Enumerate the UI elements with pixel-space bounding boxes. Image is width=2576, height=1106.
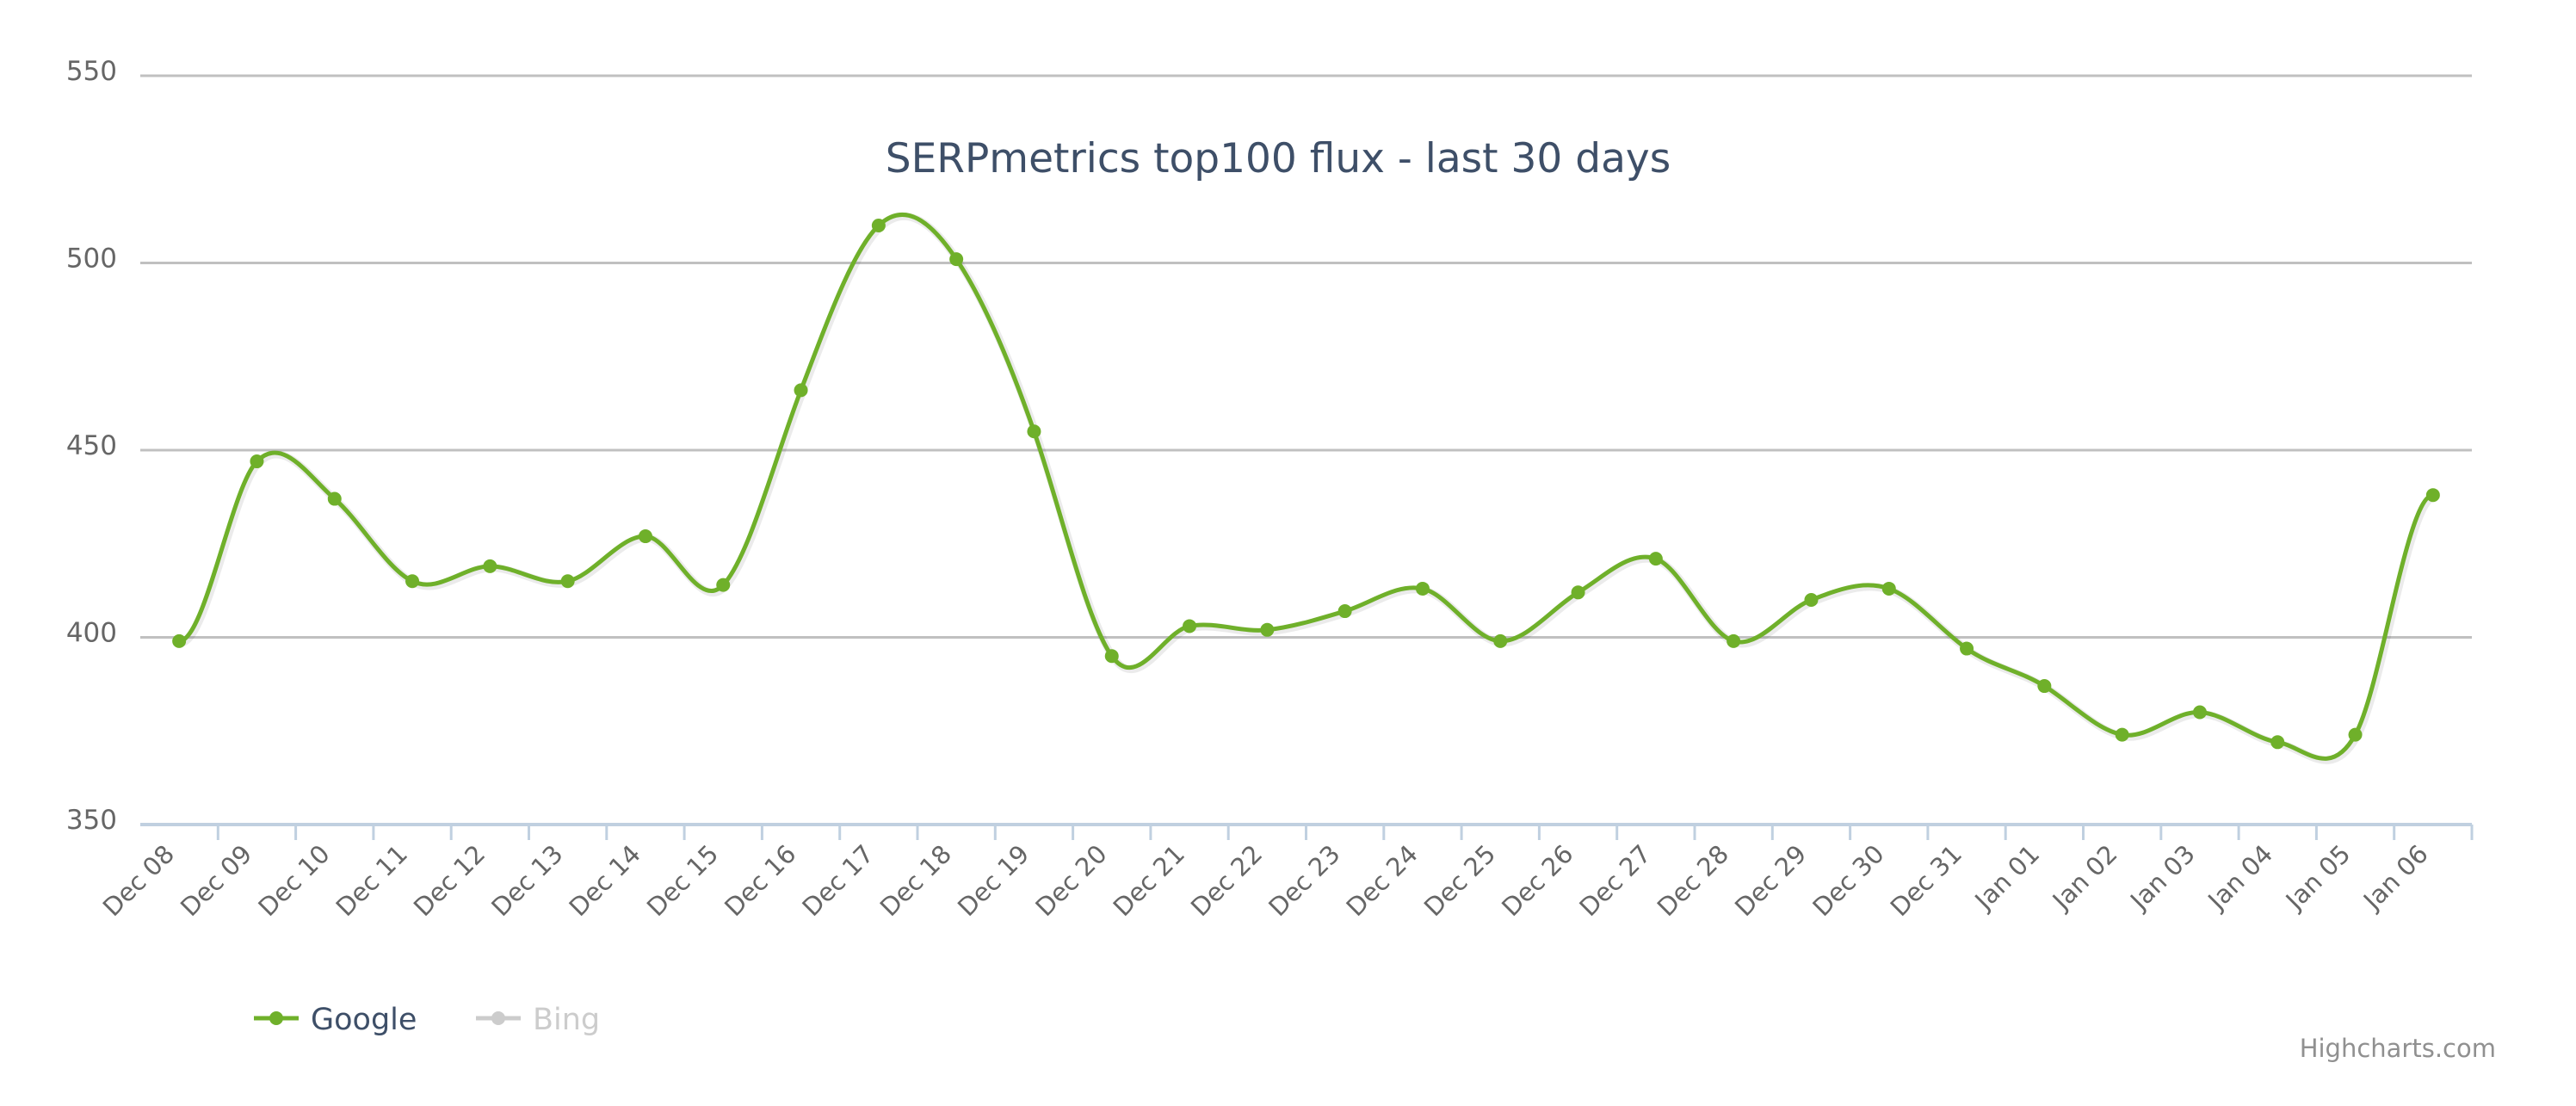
x-axis-label: Jan 01 [1968, 839, 2046, 917]
data-point-marker[interactable] [949, 252, 964, 267]
x-axis-label: Dec 28 [1652, 839, 1734, 922]
data-point-marker[interactable] [1260, 622, 1275, 637]
y-axis-labels: 350 400 450 500 550 [66, 56, 117, 836]
x-axis-label: Dec 22 [1185, 839, 1268, 922]
data-point-marker[interactable] [327, 491, 342, 506]
y-axis-label: 550 [66, 56, 117, 87]
x-axis-label: Dec 23 [1263, 839, 1345, 922]
x-axis-label: Dec 27 [1573, 839, 1656, 922]
data-point-marker[interactable] [483, 559, 497, 573]
data-point-marker[interactable] [2037, 679, 2052, 694]
y-axis-label: 350 [66, 805, 117, 836]
x-axis-label: Dec 24 [1341, 839, 1424, 922]
x-axis [140, 823, 2474, 840]
data-point-marker[interactable] [2425, 488, 2440, 503]
x-axis-label: Dec 18 [874, 839, 957, 922]
x-axis-label: Jan 03 [2123, 839, 2201, 917]
data-point-marker[interactable] [1493, 633, 1508, 648]
x-axis-label: Dec 25 [1418, 839, 1501, 922]
series-shadow [179, 212, 2437, 764]
y-axis-label: 400 [66, 618, 117, 649]
x-axis-label: Dec 12 [408, 839, 491, 922]
data-point-marker[interactable] [1881, 581, 1896, 596]
data-point-marker[interactable] [1571, 585, 1585, 600]
data-point-marker[interactable] [1960, 641, 1974, 656]
data-point-marker[interactable] [794, 383, 808, 398]
chart-title: SERPmetrics top100 flux - last 30 days [886, 135, 1671, 182]
data-point-marker[interactable] [1027, 424, 1041, 439]
x-axis-label: Dec 11 [330, 839, 413, 922]
x-axis-label: Dec 13 [485, 839, 568, 922]
x-axis-label: Dec 10 [252, 839, 335, 922]
data-point-marker[interactable] [2192, 705, 2207, 720]
data-point-marker[interactable] [638, 529, 652, 544]
x-axis-label: Dec 21 [1108, 839, 1190, 922]
data-point-marker[interactable] [1183, 619, 1197, 633]
data-point-marker[interactable] [1104, 649, 1119, 664]
data-point-marker[interactable] [716, 578, 731, 592]
credits-link[interactable]: Highcharts.com [2300, 1034, 2496, 1063]
x-axis-label: Dec 16 [719, 839, 801, 922]
x-axis-label: Jan 02 [2046, 839, 2123, 917]
data-point-marker[interactable] [250, 454, 264, 469]
legend-item-bing[interactable]: Bing [476, 1003, 600, 1037]
data-point-marker[interactable] [1337, 604, 1352, 619]
data-point-marker[interactable] [405, 574, 420, 589]
data-point-marker[interactable] [560, 574, 575, 589]
y-axis-label: 500 [66, 244, 117, 275]
legend-marker-icon [269, 1011, 283, 1025]
x-axis-label: Jan 05 [2279, 839, 2357, 917]
data-point-marker[interactable] [1648, 552, 1663, 566]
x-axis-label: Dec 30 [1807, 839, 1889, 922]
x-axis-label: Jan 06 [2357, 839, 2434, 917]
plot-series [172, 212, 2440, 764]
x-axis-label: Dec 17 [796, 839, 879, 922]
data-point-marker[interactable] [1415, 581, 1430, 596]
legend-label-bing: Bing [533, 1003, 600, 1037]
data-point-marker[interactable] [2348, 727, 2363, 742]
x-axis-label: Dec 08 [97, 839, 180, 922]
data-point-marker[interactable] [2270, 735, 2285, 750]
x-axis-label: Jan 04 [2202, 839, 2279, 917]
x-axis-label: Dec 31 [1885, 839, 1968, 922]
x-axis-label: Dec 29 [1729, 839, 1812, 922]
y-axis-label: 450 [66, 430, 117, 461]
data-point-marker[interactable] [1727, 633, 1741, 648]
x-axis-label: Dec 14 [564, 839, 646, 922]
data-point-marker[interactable] [871, 219, 886, 232]
x-axis-label: Dec 09 [175, 839, 257, 922]
data-point-marker[interactable] [2115, 727, 2129, 742]
legend-marker-icon [491, 1011, 505, 1025]
data-point-marker[interactable] [1804, 593, 1819, 607]
x-axis-label: Dec 15 [641, 839, 724, 922]
x-axis-label: Dec 26 [1496, 839, 1578, 922]
data-point-marker[interactable] [172, 633, 187, 648]
legend-item-google[interactable]: Google [254, 1003, 417, 1037]
series-line-google [178, 212, 2434, 761]
y-gridlines [140, 74, 2472, 639]
legend-label-google: Google [311, 1003, 417, 1037]
x-axis-label: Dec 19 [952, 839, 1035, 922]
x-axis-label: Dec 20 [1029, 839, 1112, 922]
